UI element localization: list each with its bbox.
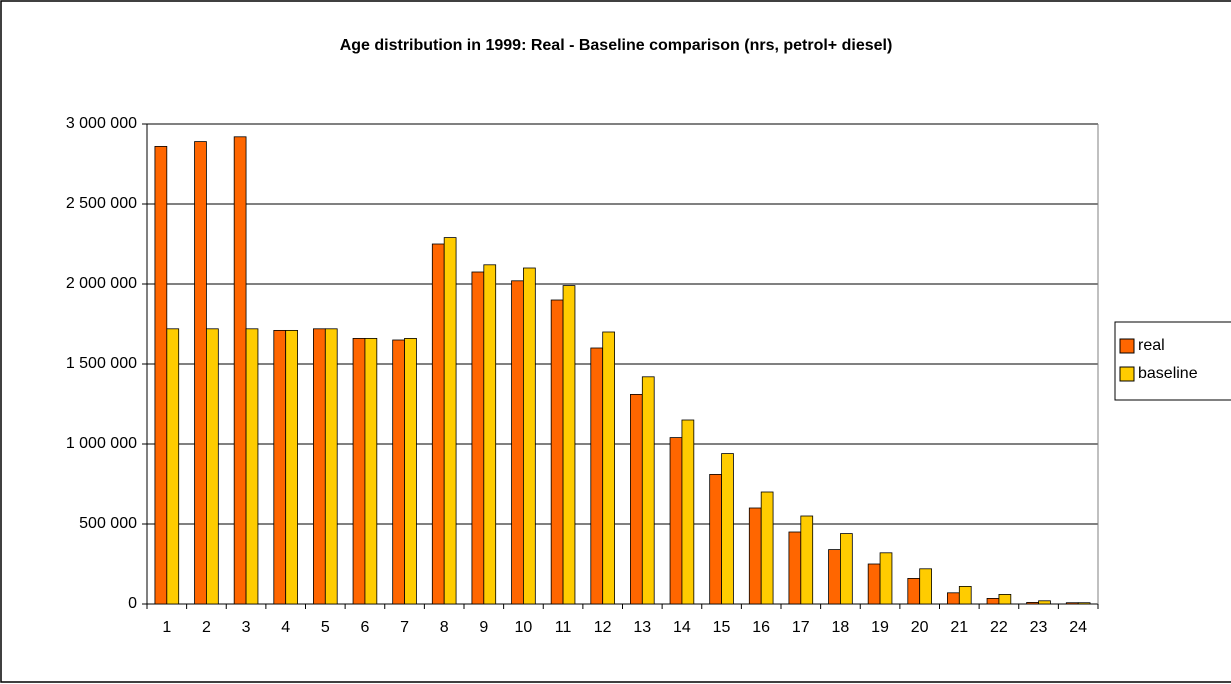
bar <box>550 299 564 605</box>
x-tick-label: 9 <box>479 619 488 636</box>
bar <box>760 491 774 605</box>
bar <box>800 515 814 605</box>
y-tick-label: 0 <box>128 595 137 612</box>
x-tick-label: 15 <box>713 619 731 636</box>
bar <box>867 563 881 605</box>
x-tick-label: 13 <box>633 619 651 636</box>
bar <box>1077 602 1091 605</box>
x-tick-label: 2 <box>202 619 211 636</box>
bar <box>958 586 972 605</box>
x-tick-label: 1 <box>162 619 171 636</box>
bar <box>788 531 802 605</box>
x-tick-label: 18 <box>832 619 850 636</box>
x-tick-label: 22 <box>990 619 1008 636</box>
bar <box>324 328 338 605</box>
y-tick-label: 500 000 <box>79 515 137 532</box>
x-tick-label: 23 <box>1030 619 1048 636</box>
y-tick-label: 2 500 000 <box>66 195 137 212</box>
bar <box>602 331 615 605</box>
bar <box>245 328 259 605</box>
x-tick-label: 7 <box>400 619 409 636</box>
bar <box>879 552 893 605</box>
bar <box>709 473 722 605</box>
y-tick-label: 1 000 000 <box>66 435 137 452</box>
x-tick-label: 14 <box>673 619 691 636</box>
x-tick-label: 4 <box>281 619 290 636</box>
bar <box>947 592 960 605</box>
bar <box>273 329 287 605</box>
legend-swatch <box>1119 338 1135 354</box>
bar <box>166 328 180 605</box>
bar <box>206 328 219 605</box>
bar <box>511 280 524 605</box>
bar <box>641 376 655 605</box>
bar <box>1026 602 1039 605</box>
bar <box>590 347 604 605</box>
x-tick-label: 16 <box>752 619 770 636</box>
bar <box>404 337 417 605</box>
x-tick-label: 5 <box>321 619 330 636</box>
bar <box>443 237 457 605</box>
legend-label: real <box>1138 337 1165 354</box>
bar <box>681 419 695 605</box>
x-tick-label: 10 <box>515 619 533 636</box>
bar <box>313 328 326 605</box>
x-tick-label: 17 <box>792 619 810 636</box>
bar <box>840 533 853 605</box>
x-tick-label: 20 <box>911 619 929 636</box>
x-tick-label: 21 <box>950 619 968 636</box>
y-tick-label: 1 500 000 <box>66 355 137 372</box>
chart-title: Age distribution in 1999: Real - Baselin… <box>340 37 893 54</box>
bar <box>364 337 378 605</box>
bar <box>523 267 536 605</box>
bar <box>998 594 1012 605</box>
y-tick-label: 3 000 000 <box>66 115 137 132</box>
bar <box>669 437 683 605</box>
bar <box>285 329 298 605</box>
bar <box>828 549 841 605</box>
x-tick-label: 24 <box>1069 619 1087 636</box>
bar <box>721 453 734 605</box>
bar <box>1038 600 1051 605</box>
bar <box>471 271 485 605</box>
x-tick-label: 19 <box>871 619 889 636</box>
x-tick-label: 6 <box>360 619 369 636</box>
x-tick-label: 3 <box>242 619 251 636</box>
bar <box>986 598 1000 605</box>
bar <box>562 285 576 605</box>
legend-box <box>1114 321 1231 401</box>
bar <box>1065 602 1079 605</box>
x-tick-label: 12 <box>594 619 612 636</box>
bar <box>154 145 168 605</box>
bar <box>431 243 445 605</box>
x-tick-label: 8 <box>440 619 449 636</box>
bar <box>907 578 921 605</box>
bar <box>748 507 762 605</box>
bar <box>919 568 932 605</box>
y-tick-label: 2 000 000 <box>66 275 137 292</box>
legend-label: baseline <box>1138 365 1198 382</box>
bar <box>194 141 207 605</box>
bar <box>352 337 366 605</box>
x-tick-label: 11 <box>555 619 572 636</box>
bar <box>233 136 247 605</box>
bar <box>483 264 497 605</box>
bar <box>392 339 405 605</box>
bar <box>630 393 643 605</box>
legend-swatch <box>1119 366 1135 382</box>
